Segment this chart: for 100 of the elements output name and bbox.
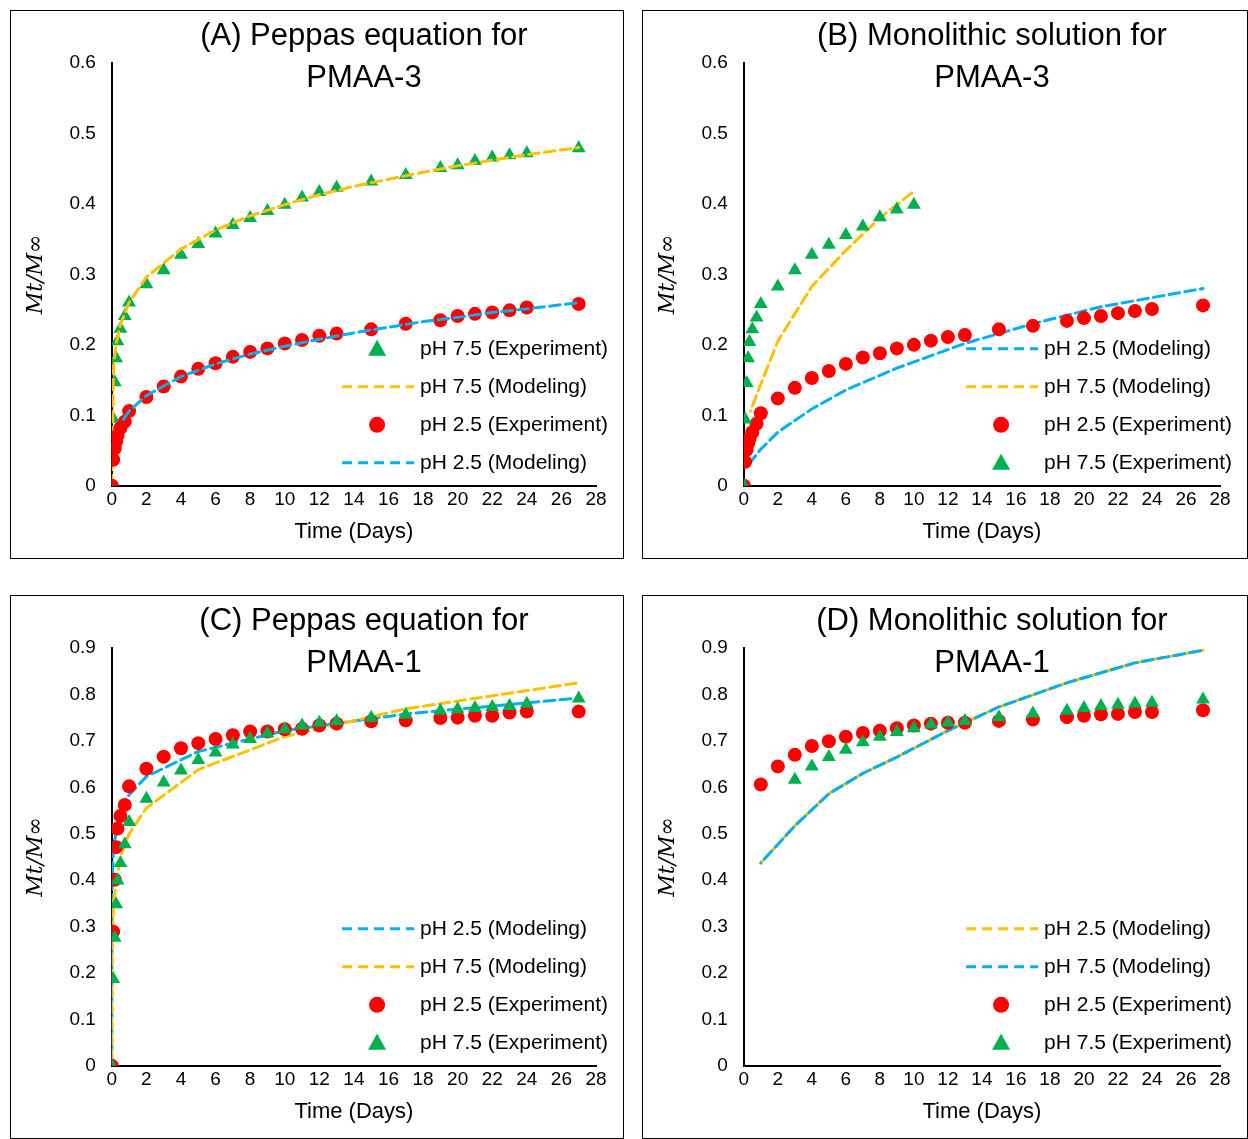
y-tick-label: 0.3 bbox=[69, 262, 96, 284]
legend-label: pH 2.5 (Experiment) bbox=[1044, 411, 1232, 435]
x-tick-label: 14 bbox=[971, 488, 993, 510]
x-tick-label: 6 bbox=[210, 488, 221, 510]
x-tick-label: 26 bbox=[1175, 1068, 1197, 1090]
y-tick-label: 0.5 bbox=[701, 821, 728, 843]
x-tick-label: 20 bbox=[447, 488, 469, 510]
x-tick-label: 8 bbox=[874, 488, 886, 510]
x-tick-label: 8 bbox=[874, 1068, 886, 1090]
x-tick-label: 16 bbox=[377, 1068, 400, 1090]
y-tick-label: 0.1 bbox=[701, 1007, 728, 1029]
y-tick-label: 0.3 bbox=[69, 914, 96, 936]
legend-label: pH 2.5 (Experiment) bbox=[420, 991, 608, 1015]
y-tick-label: 0.5 bbox=[69, 121, 96, 143]
y-tick-label: 0.6 bbox=[69, 775, 96, 797]
legend-label: pH 7.5 (Modeling) bbox=[1044, 953, 1212, 977]
legend-label: pH 7.5 (Modeling) bbox=[420, 373, 588, 397]
chart-title: (C) Peppas equation for PMAA-1 bbox=[199, 602, 529, 680]
y-tick-label: 0.2 bbox=[701, 961, 728, 983]
x-tick-label: 28 bbox=[585, 1068, 607, 1090]
x-tick-label: 0 bbox=[106, 488, 118, 510]
y-tick-label: 0.4 bbox=[701, 868, 729, 890]
x-tick-label: 18 bbox=[412, 488, 434, 510]
y-tick-label: 0 bbox=[717, 474, 728, 496]
y-tick-label: 0 bbox=[85, 1054, 96, 1076]
legend-label: pH 7.5 (Modeling) bbox=[1044, 373, 1212, 397]
legend-label: pH 7.5 (Modeling) bbox=[420, 953, 588, 977]
y-tick-label: 0.2 bbox=[69, 961, 96, 983]
x-tick-label: 2 bbox=[772, 488, 784, 510]
x-tick-label: 22 bbox=[1107, 1068, 1129, 1090]
y-axis-title: Mt/M∞ bbox=[21, 234, 47, 316]
legend-label: pH 2.5 (Modeling) bbox=[1044, 335, 1212, 359]
x-tick-label: 4 bbox=[175, 1068, 187, 1090]
chart-title: (B) Monolithic solution for PMAA-3 bbox=[817, 17, 1167, 95]
y-tick-label: 0.2 bbox=[69, 333, 96, 355]
x-tick-label: 24 bbox=[1141, 488, 1163, 510]
x-tick-label: 12 bbox=[937, 488, 959, 510]
legend-label: pH 7.5 (Experiment) bbox=[420, 1029, 608, 1053]
legend-label: pH 2.5 (Modeling) bbox=[1044, 915, 1212, 939]
x-tick-label: 16 bbox=[1005, 488, 1027, 510]
x-tick-label: 0 bbox=[738, 488, 750, 510]
x-tick-label: 20 bbox=[1073, 1068, 1095, 1090]
x-tick-label: 16 bbox=[1005, 1068, 1027, 1090]
legend-label: pH 7.5 (Experiment) bbox=[1044, 449, 1232, 473]
x-tick-label: 10 bbox=[903, 1068, 925, 1090]
x-tick-label: 8 bbox=[244, 1068, 256, 1090]
x-tick-label: 12 bbox=[937, 1068, 959, 1090]
x-tick-label: 10 bbox=[274, 488, 296, 510]
legend-label: pH 2.5 (Experiment) bbox=[1044, 991, 1232, 1015]
x-tick-label: 24 bbox=[516, 488, 538, 510]
y-tick-label: 0.4 bbox=[69, 192, 97, 214]
x-tick-label: 14 bbox=[343, 488, 365, 510]
y-tick-label: 0.4 bbox=[69, 868, 97, 890]
y-tick-label: 0 bbox=[717, 1054, 728, 1076]
y-tick-label: 0.8 bbox=[701, 682, 728, 704]
y-tick-label: 0.2 bbox=[701, 333, 728, 355]
y-tick-label: 0.6 bbox=[701, 51, 728, 73]
x-tick-label: 24 bbox=[516, 1068, 538, 1090]
x-axis-title: Time (Days) bbox=[294, 517, 414, 543]
y-tick-label: 0.3 bbox=[701, 262, 728, 284]
x-tick-label: 2 bbox=[772, 1068, 784, 1090]
y-axis-title: Mt/M∞ bbox=[653, 817, 679, 898]
chart-title: (A) Peppas equation for PMAA-3 bbox=[200, 17, 528, 95]
x-tick-label: 20 bbox=[1073, 488, 1095, 510]
x-tick-label: 18 bbox=[412, 1068, 434, 1090]
y-tick-label: 0.1 bbox=[701, 403, 728, 425]
legend-label: pH 2.5 (Modeling) bbox=[420, 449, 588, 473]
y-tick-label: 0.7 bbox=[701, 729, 728, 751]
y-tick-label: 0.1 bbox=[69, 1007, 96, 1029]
x-tick-label: 4 bbox=[175, 488, 187, 510]
y-tick-label: 0.9 bbox=[69, 636, 96, 658]
y-tick-label: 0.5 bbox=[701, 121, 728, 143]
y-tick-label: 0.6 bbox=[69, 51, 96, 73]
legend-label: pH 7.5 (Experiment) bbox=[420, 335, 608, 359]
x-tick-label: 2 bbox=[141, 1068, 152, 1090]
x-tick-label: 6 bbox=[210, 1068, 221, 1090]
x-axis-title: Time (Days) bbox=[922, 517, 1042, 543]
x-tick-label: 2 bbox=[141, 488, 152, 510]
x-tick-label: 6 bbox=[840, 488, 852, 510]
x-tick-label: 14 bbox=[343, 1068, 365, 1090]
y-tick-label: 0.4 bbox=[701, 192, 729, 214]
x-tick-label: 8 bbox=[244, 488, 256, 510]
x-tick-label: 26 bbox=[1175, 488, 1197, 510]
x-tick-label: 16 bbox=[377, 488, 400, 510]
x-axis-title: Time (Days) bbox=[922, 1097, 1042, 1123]
x-tick-label: 10 bbox=[903, 488, 925, 510]
x-tick-label: 28 bbox=[1209, 1068, 1231, 1090]
x-tick-label: 4 bbox=[806, 1068, 818, 1090]
x-tick-label: 22 bbox=[481, 488, 503, 510]
chart-title: (D) Monolithic solution for PMAA-1 bbox=[816, 602, 1168, 680]
x-tick-label: 24 bbox=[1141, 1068, 1163, 1090]
x-tick-label: 26 bbox=[550, 1068, 572, 1090]
x-tick-label: 12 bbox=[308, 488, 330, 510]
x-tick-label: 6 bbox=[840, 1068, 852, 1090]
y-tick-label: 0.9 bbox=[701, 636, 728, 658]
x-tick-label: 26 bbox=[550, 488, 572, 510]
legend-label: pH 2.5 (Experiment) bbox=[420, 411, 608, 435]
y-tick-label: 0.8 bbox=[69, 682, 96, 704]
legend-label: pH 7.5 (Experiment) bbox=[1044, 1029, 1232, 1053]
x-tick-label: 10 bbox=[274, 1068, 296, 1090]
